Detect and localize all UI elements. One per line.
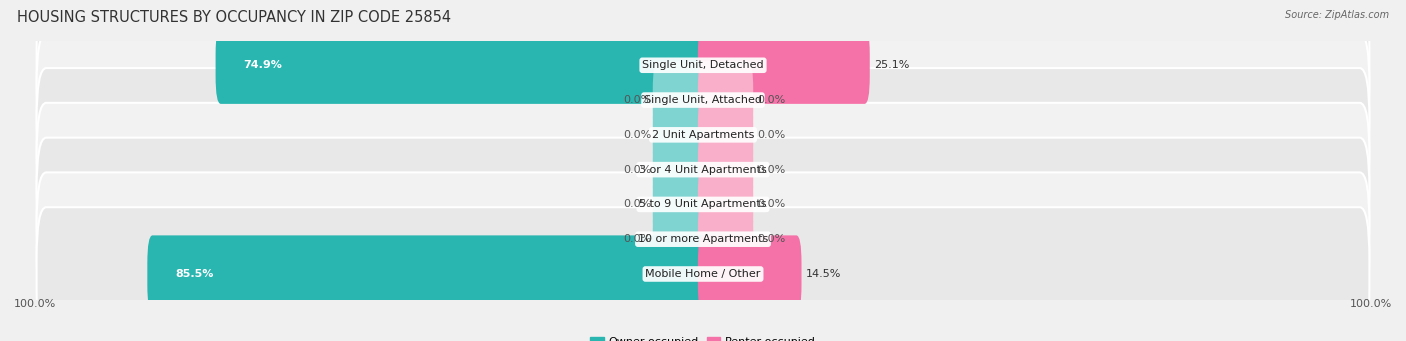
Text: 14.5%: 14.5% bbox=[806, 269, 841, 279]
FancyBboxPatch shape bbox=[697, 131, 754, 208]
Text: Source: ZipAtlas.com: Source: ZipAtlas.com bbox=[1285, 10, 1389, 20]
Text: 2 Unit Apartments: 2 Unit Apartments bbox=[652, 130, 754, 140]
FancyBboxPatch shape bbox=[652, 166, 709, 243]
FancyBboxPatch shape bbox=[697, 166, 754, 243]
Text: 100.0%: 100.0% bbox=[1350, 299, 1392, 309]
Text: 100.0%: 100.0% bbox=[14, 299, 56, 309]
FancyBboxPatch shape bbox=[652, 96, 709, 174]
Text: 10 or more Apartments: 10 or more Apartments bbox=[638, 234, 768, 244]
Text: 0.0%: 0.0% bbox=[758, 130, 786, 140]
FancyBboxPatch shape bbox=[697, 96, 754, 174]
Text: 0.0%: 0.0% bbox=[758, 234, 786, 244]
Text: 0.0%: 0.0% bbox=[623, 165, 651, 175]
FancyBboxPatch shape bbox=[697, 201, 754, 278]
Text: 3 or 4 Unit Apartments: 3 or 4 Unit Apartments bbox=[640, 165, 766, 175]
FancyBboxPatch shape bbox=[697, 235, 801, 313]
Text: 0.0%: 0.0% bbox=[623, 95, 651, 105]
Text: 0.0%: 0.0% bbox=[623, 234, 651, 244]
FancyBboxPatch shape bbox=[215, 27, 709, 104]
FancyBboxPatch shape bbox=[652, 61, 709, 139]
FancyBboxPatch shape bbox=[148, 235, 709, 313]
Text: Single Unit, Detached: Single Unit, Detached bbox=[643, 60, 763, 70]
Text: Mobile Home / Other: Mobile Home / Other bbox=[645, 269, 761, 279]
FancyBboxPatch shape bbox=[37, 0, 1369, 132]
FancyBboxPatch shape bbox=[652, 131, 709, 208]
Text: 85.5%: 85.5% bbox=[174, 269, 214, 279]
Text: 25.1%: 25.1% bbox=[875, 60, 910, 70]
FancyBboxPatch shape bbox=[37, 33, 1369, 167]
Text: 74.9%: 74.9% bbox=[243, 60, 283, 70]
FancyBboxPatch shape bbox=[697, 61, 754, 139]
Text: Single Unit, Attached: Single Unit, Attached bbox=[644, 95, 762, 105]
Text: 0.0%: 0.0% bbox=[623, 130, 651, 140]
Text: 0.0%: 0.0% bbox=[758, 199, 786, 209]
FancyBboxPatch shape bbox=[652, 201, 709, 278]
Text: 0.0%: 0.0% bbox=[758, 165, 786, 175]
FancyBboxPatch shape bbox=[697, 27, 870, 104]
Text: HOUSING STRUCTURES BY OCCUPANCY IN ZIP CODE 25854: HOUSING STRUCTURES BY OCCUPANCY IN ZIP C… bbox=[17, 10, 451, 25]
Text: 5 to 9 Unit Apartments: 5 to 9 Unit Apartments bbox=[640, 199, 766, 209]
FancyBboxPatch shape bbox=[37, 103, 1369, 236]
FancyBboxPatch shape bbox=[37, 207, 1369, 341]
Legend: Owner-occupied, Renter-occupied: Owner-occupied, Renter-occupied bbox=[586, 332, 820, 341]
FancyBboxPatch shape bbox=[37, 173, 1369, 306]
FancyBboxPatch shape bbox=[37, 138, 1369, 271]
Text: 0.0%: 0.0% bbox=[758, 95, 786, 105]
Text: 0.0%: 0.0% bbox=[623, 199, 651, 209]
FancyBboxPatch shape bbox=[37, 68, 1369, 202]
